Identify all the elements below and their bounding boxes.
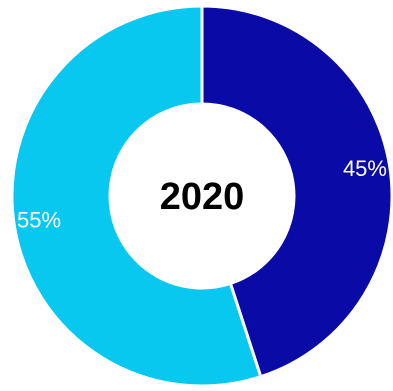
labels-layer: 45% 55% [17, 156, 387, 233]
donut-slice-0 [200, 4, 393, 379]
donut-slice-1 [10, 4, 263, 388]
slice-value-label-0: 45% [343, 156, 387, 181]
slice-value-label-1: 55% [17, 208, 61, 233]
center-year-label: 2020 [160, 176, 245, 218]
slices-layer [10, 4, 393, 388]
